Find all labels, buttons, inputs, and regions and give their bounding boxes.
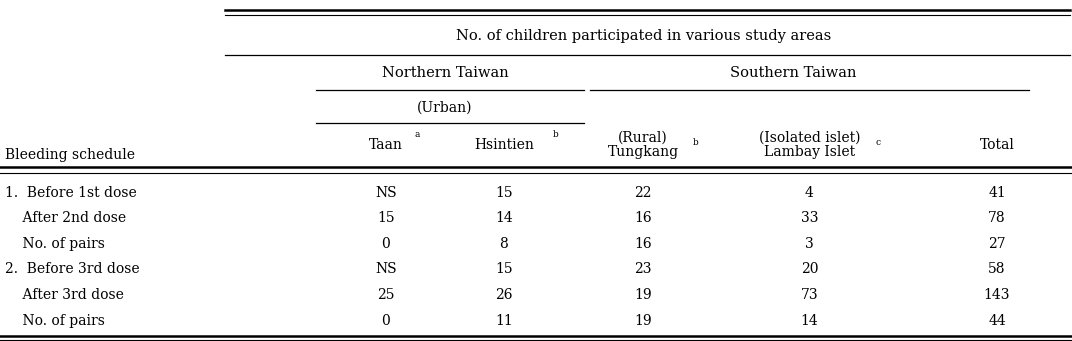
- Text: 26: 26: [495, 288, 512, 302]
- Text: After 3rd dose: After 3rd dose: [5, 288, 124, 302]
- Text: 0: 0: [382, 313, 390, 328]
- Text: Total: Total: [980, 138, 1014, 152]
- Text: Southern Taiwan: Southern Taiwan: [730, 66, 857, 80]
- Text: 19: 19: [635, 288, 652, 302]
- Text: 19: 19: [635, 313, 652, 328]
- Text: Lambay Islet: Lambay Islet: [763, 145, 855, 159]
- Text: 25: 25: [377, 288, 394, 302]
- Text: b: b: [553, 130, 559, 139]
- Text: a: a: [415, 130, 420, 139]
- Text: b: b: [693, 138, 698, 147]
- Text: No. of children participated in various study areas: No. of children participated in various …: [456, 29, 831, 43]
- Text: 15: 15: [495, 262, 512, 277]
- Text: 1.  Before 1st dose: 1. Before 1st dose: [5, 186, 137, 200]
- Text: After 2nd dose: After 2nd dose: [5, 211, 126, 225]
- Text: 11: 11: [495, 313, 512, 328]
- Text: 78: 78: [988, 211, 1006, 225]
- Text: Tungkang: Tungkang: [608, 145, 679, 159]
- Text: Bleeding schedule: Bleeding schedule: [5, 148, 135, 162]
- Text: 73: 73: [801, 288, 818, 302]
- Text: (Isolated islet): (Isolated islet): [759, 131, 860, 145]
- Text: 8: 8: [500, 237, 508, 251]
- Text: (Urban): (Urban): [417, 100, 473, 115]
- Text: 16: 16: [635, 211, 652, 225]
- Text: 23: 23: [635, 262, 652, 277]
- Text: 14: 14: [801, 313, 818, 328]
- Text: (Rural): (Rural): [619, 131, 668, 145]
- Text: No. of pairs: No. of pairs: [5, 237, 105, 251]
- Text: 3: 3: [805, 237, 814, 251]
- Text: NS: NS: [375, 262, 397, 277]
- Text: 22: 22: [635, 186, 652, 200]
- Text: 44: 44: [988, 313, 1006, 328]
- Text: 58: 58: [988, 262, 1006, 277]
- Text: c: c: [876, 138, 881, 147]
- Text: 4: 4: [805, 186, 814, 200]
- Text: NS: NS: [375, 186, 397, 200]
- Text: 41: 41: [988, 186, 1006, 200]
- Text: 33: 33: [801, 211, 818, 225]
- Text: 15: 15: [377, 211, 394, 225]
- Text: Northern Taiwan: Northern Taiwan: [382, 66, 508, 80]
- Text: 20: 20: [801, 262, 818, 277]
- Text: 143: 143: [984, 288, 1010, 302]
- Text: 15: 15: [495, 186, 512, 200]
- Text: 14: 14: [495, 211, 512, 225]
- Text: 0: 0: [382, 237, 390, 251]
- Text: No. of pairs: No. of pairs: [5, 313, 105, 328]
- Text: 16: 16: [635, 237, 652, 251]
- Text: Taan: Taan: [369, 138, 403, 152]
- Text: 27: 27: [988, 237, 1006, 251]
- Text: 2.  Before 3rd dose: 2. Before 3rd dose: [5, 262, 140, 277]
- Text: Hsintien: Hsintien: [474, 138, 534, 152]
